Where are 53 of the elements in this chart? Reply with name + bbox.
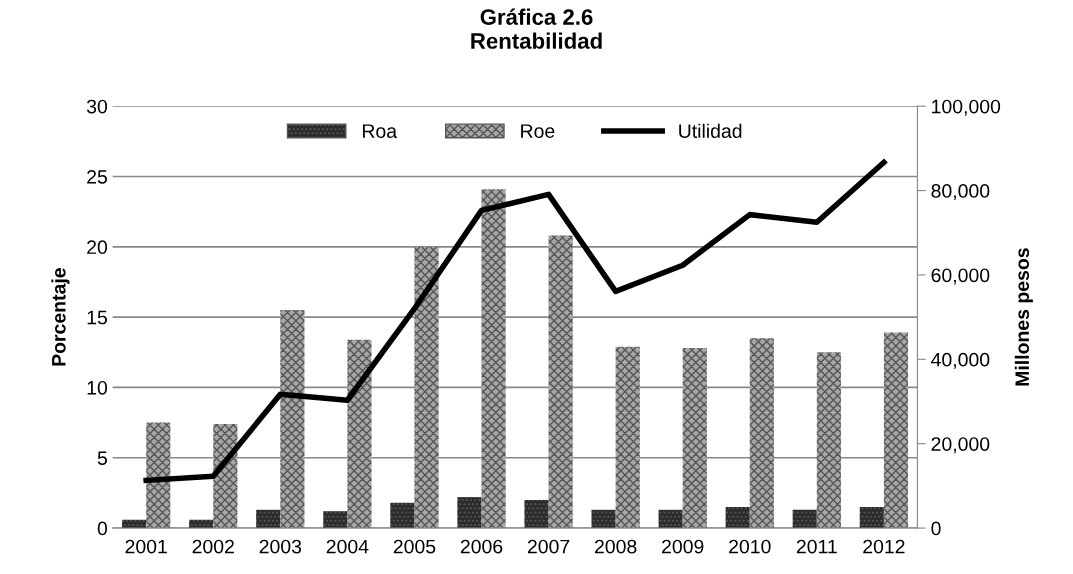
bar [146,422,171,529]
y-tick-label: 10 [87,380,108,395]
x-tick-label: 2010 [729,539,771,554]
y-axis-title: Porcentaje [51,268,70,366]
x-tick-label: 2012 [863,539,905,554]
bar [859,506,884,529]
bar [390,502,415,529]
bar [481,189,506,529]
legend-label: Roa [362,124,398,138]
y2-axis-title: Millones pesos [1014,248,1033,386]
bar [725,506,750,529]
bar [548,235,573,529]
x-tick-label: 2009 [662,539,704,554]
legend-label: Roe [521,124,555,138]
x-tick-label: 2001 [125,539,167,554]
bar [816,352,841,529]
bar [591,509,616,529]
bar [323,511,348,529]
y-tick-label: 30 [86,99,108,114]
x-tick-label: 2003 [259,539,302,554]
x-tick-label: 2004 [326,539,369,554]
bar [883,332,909,529]
y2-tick-label: 20,000 [931,437,990,454]
y-tick-label: 25 [87,169,107,184]
y2-tick-label: 80,000 [931,184,990,201]
x-tick-label: 2002 [192,539,234,554]
bar [792,509,817,529]
chart-title: Gráfica 2.6 Rentabilidad [471,8,602,49]
bar [682,348,707,529]
x-tick-label: 2011 [796,539,837,554]
bar [658,509,683,529]
x-tick-label: 2005 [393,539,436,554]
y2-tick-label: 40,000 [931,352,990,369]
bar [524,499,549,529]
bar [457,497,482,529]
x-tick-label: 2007 [527,539,570,554]
bar [280,310,305,529]
y-tick-label: 15 [87,310,107,325]
y2-tick-label: 0 [931,521,941,536]
x-tick-label: 2008 [594,539,637,554]
bar [347,339,372,529]
bar [749,338,774,529]
legend-label: Utilidad [679,123,742,138]
y-tick-label: 5 [97,451,107,465]
bar [256,509,281,529]
bar [414,246,439,529]
bar [213,424,238,529]
y2-tick-label: 60,000 [931,268,990,285]
y-tick-label: 0 [97,521,108,536]
y2-tick-label: 100,000 [932,99,1001,116]
y-tick-label: 20 [87,240,108,255]
x-tick-label: 2006 [460,539,503,554]
bar [615,346,640,529]
